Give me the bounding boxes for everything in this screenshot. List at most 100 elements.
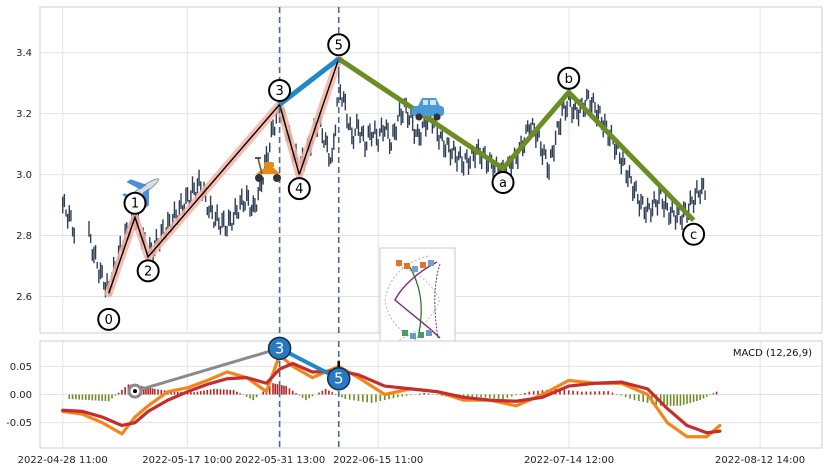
macd-hist-bar bbox=[152, 388, 154, 394]
price-y-tick-label: 3.4 bbox=[16, 48, 32, 59]
macd-hist-bar bbox=[423, 393, 425, 395]
macd-hist-bar bbox=[533, 391, 535, 394]
macd-hist-bar bbox=[281, 385, 283, 394]
macd-hist-bar bbox=[200, 391, 202, 394]
wave-marker-c: c bbox=[683, 224, 704, 245]
wave-marker-5: 5 bbox=[328, 34, 349, 55]
macd-hist-bar bbox=[283, 386, 285, 395]
wave-marker-1: 1 bbox=[125, 193, 146, 214]
macd-hist-bar bbox=[537, 391, 539, 395]
macd-hist-bar bbox=[476, 395, 478, 397]
macd-hist-bar bbox=[274, 384, 276, 395]
macd-hist-bar bbox=[594, 391, 596, 394]
macd-hist-bar bbox=[318, 393, 320, 395]
macd-hist-bar bbox=[410, 395, 412, 396]
macd-hist-bar bbox=[585, 392, 587, 395]
wave-marker-label: 1 bbox=[131, 197, 139, 212]
macd-hist-bar bbox=[328, 391, 330, 395]
macd-hist-bar bbox=[256, 395, 258, 398]
macd-hist-bar bbox=[489, 395, 491, 398]
macd-hist-bar bbox=[397, 395, 399, 398]
x-tick-label: 2022-04-28 11:00 bbox=[18, 455, 108, 466]
macd-hist-bar bbox=[406, 395, 408, 396]
macd-hist-bar bbox=[568, 390, 570, 394]
price-y-ticks: 2.62.83.03.23.4 bbox=[16, 48, 32, 303]
macd-hist-bar bbox=[308, 395, 310, 399]
macd-hist-bar bbox=[193, 392, 195, 394]
macd-hist-bar bbox=[642, 395, 644, 403]
macd-hist-bar bbox=[190, 392, 192, 394]
wave-marker-label: 0 bbox=[105, 313, 113, 328]
macd-hist-bar bbox=[206, 390, 208, 395]
macd-hist-bar bbox=[121, 390, 123, 395]
wave-marker-0: 0 bbox=[98, 309, 119, 330]
macd-hist-bar bbox=[670, 395, 672, 406]
macd-hist-bar bbox=[625, 395, 627, 398]
macd-hist-bar bbox=[493, 395, 495, 399]
x-tick-label: 2022-05-17 10:00 bbox=[142, 455, 232, 466]
macd-hist-bar bbox=[607, 391, 609, 394]
macd-hist-bar bbox=[150, 388, 152, 395]
macd-y-ticks: -0.050.000.05 bbox=[6, 362, 32, 429]
macd-hist-bar bbox=[157, 389, 159, 394]
macd-hist-bar bbox=[325, 389, 327, 395]
macd-hist-bar bbox=[362, 395, 364, 402]
macd-hist-bar bbox=[236, 392, 238, 395]
macd-hist-bar bbox=[312, 395, 314, 397]
macd-hist-bar bbox=[101, 395, 103, 401]
macd-y-tick-label: 0.00 bbox=[10, 390, 32, 401]
macd-hist-bar bbox=[353, 395, 355, 401]
macd-hist-bar bbox=[68, 395, 70, 400]
macd-hist-bar bbox=[686, 395, 688, 404]
macd-hist-bar bbox=[111, 395, 113, 399]
macd-hist-bar bbox=[485, 395, 487, 398]
macd-hist-bar bbox=[680, 395, 682, 406]
macd-hist-bar bbox=[393, 395, 395, 399]
macd-hist-bar bbox=[590, 391, 592, 394]
wave-marker-label: 3 bbox=[275, 84, 283, 99]
divergence-marker-5: 5 bbox=[328, 368, 350, 390]
macd-hist-bar bbox=[349, 395, 351, 400]
macd-hist-bar bbox=[272, 383, 274, 394]
macd-hist-bar bbox=[216, 389, 218, 394]
macd-hist-bar bbox=[436, 395, 438, 396]
macd-hist-bar bbox=[239, 393, 241, 394]
wave-marker-4: 4 bbox=[289, 178, 310, 199]
macd-hist-bar bbox=[335, 394, 337, 395]
wave-marker-label: a bbox=[499, 176, 507, 191]
macd-hist-bar bbox=[249, 395, 251, 399]
macd-hist-bar bbox=[292, 391, 294, 395]
macd-hist-bar bbox=[85, 395, 87, 400]
price-y-tick-label: 2.6 bbox=[16, 292, 32, 303]
macd-hist-bar bbox=[419, 394, 421, 395]
macd-hist-bar bbox=[75, 395, 77, 400]
price-y-tick-label: 3.0 bbox=[16, 170, 32, 181]
macd-hist-bar bbox=[154, 389, 156, 395]
macd-hist-bar bbox=[226, 390, 228, 395]
divergence-marker-label: 3 bbox=[275, 339, 285, 357]
macd-hist-bar bbox=[480, 395, 482, 398]
macd-hist-bar bbox=[712, 393, 714, 394]
x-tick-label: 2022-07-14 12:00 bbox=[524, 455, 614, 466]
macd-hist-bar bbox=[289, 388, 291, 394]
macd-hist-bar bbox=[612, 393, 614, 395]
macd-hist-bar bbox=[124, 387, 126, 394]
macd-hist-bar bbox=[105, 395, 107, 402]
macd-hist-bar bbox=[321, 391, 323, 395]
macd-hist-bar bbox=[295, 393, 297, 394]
macd-hist-bar bbox=[638, 395, 640, 402]
wave-marker-2: 2 bbox=[138, 260, 159, 281]
divergence-start-dot bbox=[133, 389, 137, 393]
macd-hist-bar bbox=[262, 392, 264, 395]
macd-hist-bar bbox=[331, 392, 333, 394]
macd-hist-bar bbox=[581, 392, 583, 395]
x-tick-label: 2022-06-15 11:00 bbox=[333, 455, 423, 466]
macd-hist-bar bbox=[95, 395, 97, 401]
macd-hist-bar bbox=[213, 389, 215, 395]
macd-hist-bar bbox=[82, 395, 84, 400]
macd-hist-bar bbox=[277, 384, 279, 394]
macd-hist-bar bbox=[285, 386, 287, 394]
